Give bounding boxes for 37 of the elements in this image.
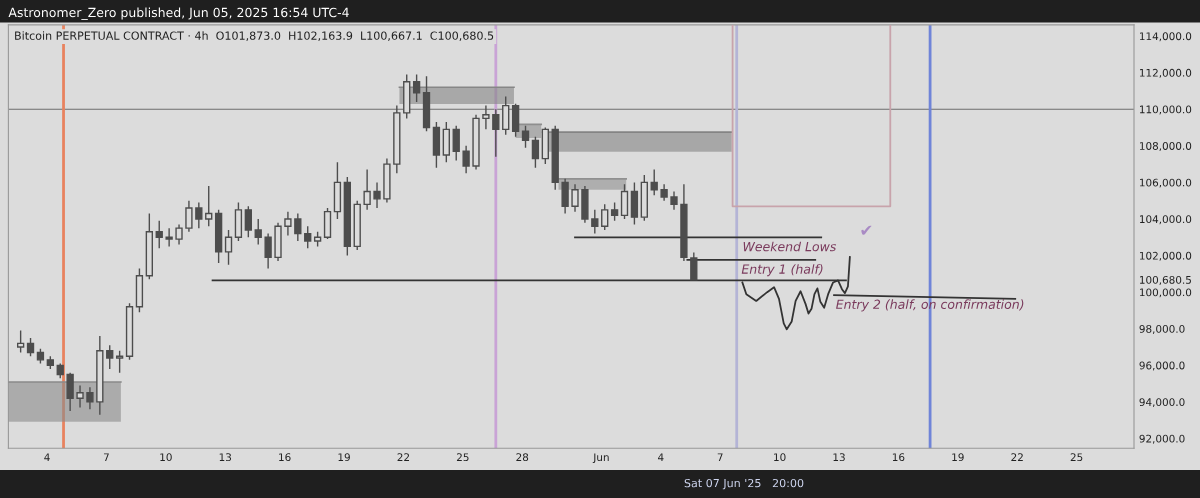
y-tick-label: 104,000.0: [1140, 215, 1192, 225]
x-tick-label: 10: [774, 453, 786, 462]
x-tick-label: 13: [833, 453, 845, 462]
chart-title: Astronomer_Zero published, Jun 05, 2025 16:54 UTC-4: [8, 7, 349, 20]
y-tick-label: 102,000.0: [1140, 251, 1192, 261]
y-tick-label: 108,000.0: [1140, 142, 1192, 151]
y-tick-label: 92,000.0: [1139, 434, 1185, 444]
x-tick-label: 25: [1070, 453, 1083, 462]
x-tick-label: 10: [160, 453, 172, 462]
annotation: ✔: [861, 225, 872, 235]
y-tick-label: 96,000.0: [1139, 361, 1185, 371]
y-tick-label: 100,680.5: [1140, 275, 1191, 285]
y-tick-label: 114,000.0: [1140, 32, 1192, 42]
x-tick-label: 16: [892, 453, 905, 462]
x-tick-label: 7: [717, 453, 723, 461]
y-tick-label: 94,000.0: [1139, 398, 1185, 408]
text: Sat 07 Jun '25 20:00: [684, 478, 804, 490]
x-tick-label: 25: [456, 453, 469, 462]
x-tick-label: 19: [952, 453, 964, 462]
x-tick-label: 13: [219, 453, 232, 462]
x-tick-label: 16: [279, 453, 291, 462]
annotation: Weekend Lows: [743, 241, 837, 252]
y-tick-label: 110,000.0: [1140, 105, 1192, 115]
x-tick-label: 19: [338, 453, 350, 462]
x-tick-label: 7: [103, 453, 109, 461]
x-tick-label: 4: [658, 453, 664, 461]
x-tick-label: 22: [1011, 453, 1023, 461]
x-tick-label: 28: [516, 453, 529, 462]
x-tick-label: 4: [44, 453, 50, 461]
y-tick-label: 98,000.0: [1139, 324, 1185, 334]
x-tick-label: 22: [397, 453, 410, 461]
text: Bitcoin PERPETUAL CONTRACT · 4h O101,873.0 H102,163.9 L100,667.1 C100,680.5: [15, 31, 494, 41]
annotation: Entry 1 (half): [741, 264, 823, 277]
x-tick-label: Jun: [592, 453, 609, 464]
y-tick-label: 100,000.0: [1140, 288, 1192, 298]
y-tick-label: 106,000.0: [1140, 178, 1192, 188]
y-tick-label: 112,000.0: [1140, 68, 1192, 78]
